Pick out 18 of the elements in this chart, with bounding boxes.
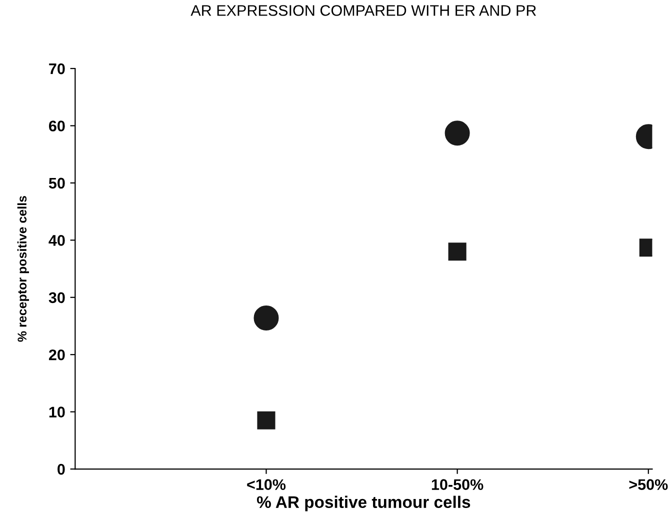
point [444,120,470,146]
chart-title: AR EXPRESSION COMPARED WITH ER AND PR [190,5,536,16]
y-tick-label: 0 [58,464,65,475]
y-tick-label: 50 [48,178,65,189]
y-axis-title: % receptor positive cells [17,196,29,342]
y-tick-label: 10 [49,406,65,418]
x-tick-label: 10-50% [432,479,484,490]
x-tick-label: >50% [629,479,668,490]
y-tick-label: 30 [48,292,65,304]
y-tick-label: 20 [48,349,65,360]
x-axis-title: % AR positive tumour cells [256,496,470,512]
point [448,242,466,261]
y-tick-label: 60 [48,120,65,132]
point [254,305,279,330]
y-tick-label: 70 [49,63,65,74]
y-tick-label: 40 [48,235,65,246]
x-tick-label: <10% [247,479,286,490]
point [257,411,276,430]
